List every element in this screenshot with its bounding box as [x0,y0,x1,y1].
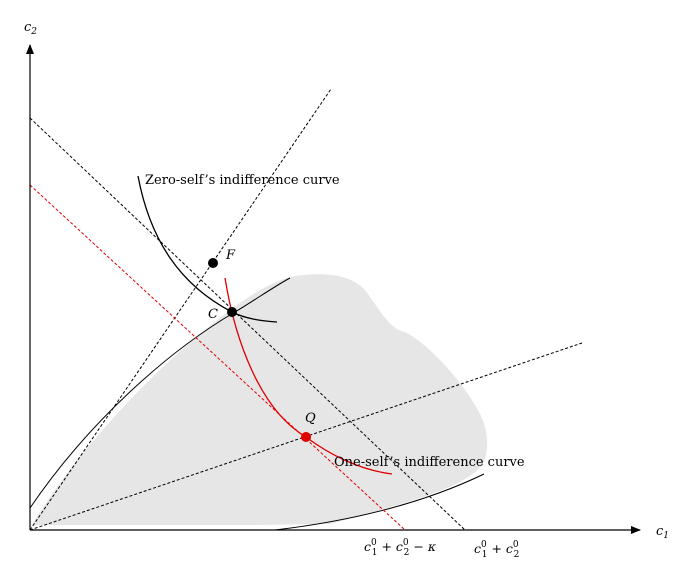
one-self-indifference-curve [224,277,393,475]
point-Q-label: Q [305,411,316,426]
point-F-marker [208,258,218,268]
one-self-curve-label: One-self’s indifference curve [334,455,525,470]
intercept-full-label: c0 1 + c0 2 [474,540,519,560]
zero-self-curve-label: Zero-self’s indifference curve [145,173,340,188]
ray-to-F [29,88,332,531]
y-axis-label: c2 [24,20,37,37]
x-axis-label: c1 [656,524,669,541]
point-C-marker [227,307,237,317]
feasible-region [30,274,488,528]
frontier-upper [29,277,291,509]
point-F-label: F [225,248,236,263]
axis-gap-mask [30,525,650,528]
frontier-lower [274,473,485,531]
point-Q-marker [301,432,311,442]
point-C-label: C [208,307,218,322]
zero-self-indifference-curve [137,175,278,323]
intercept-kappa-label: c0 1 + c0 2 − κ [364,538,437,558]
